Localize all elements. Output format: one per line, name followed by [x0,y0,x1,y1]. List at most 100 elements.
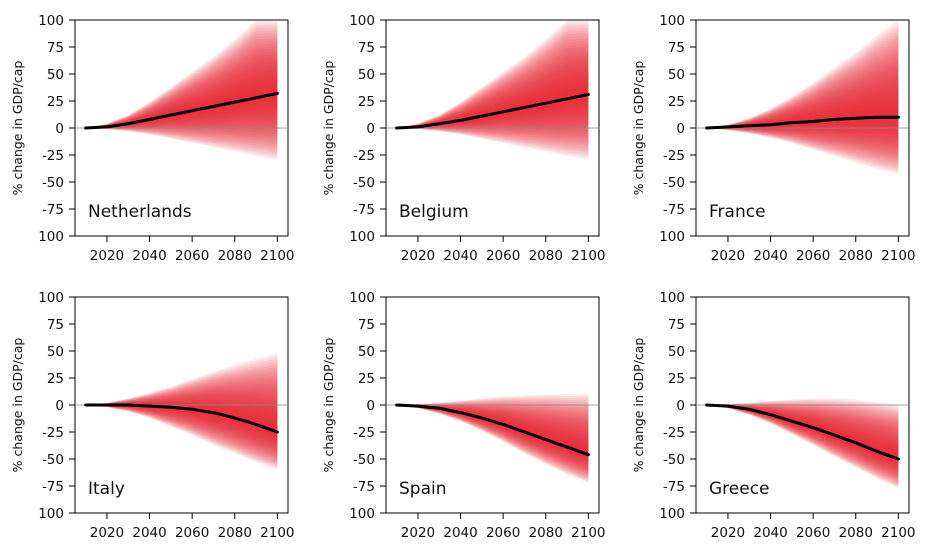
fan-band-7 [706,40,899,163]
fan-band-7 [85,35,278,147]
fan-band-22 [85,401,278,442]
fan-band-1 [396,20,589,160]
fan-band-11 [85,381,278,457]
fan-band-5 [706,402,899,484]
fan-band-22 [706,405,899,467]
fan-band-3 [706,26,899,171]
fan-band-16 [85,59,278,128]
fan-band-12 [85,384,278,455]
y-tick-label: 75 [668,40,685,56]
fan-band-26 [85,85,278,128]
fan-band-14 [396,54,589,130]
x-tick-label: 2040 [132,248,166,264]
x-tick-label: 2080 [529,525,563,541]
fan-band-21 [85,72,278,128]
fan-band-8 [706,404,899,481]
fan-band-7 [706,403,899,482]
fan-band-24 [85,403,278,439]
fan-band-5 [85,30,278,151]
fan-band-2 [85,356,278,469]
chart-panel-greece: 100 75 50 25 0 -25 -50 -75 100 2020 2040 2060 2080 21… [621,277,921,545]
chart-panel-italy: 100 75 50 25 0 -25 -50 -75 100 2020 2040 2060 2080 21… [0,277,300,545]
chart-svg: 100 75 50 25 0 -25 -50 -75 100 2020 2040 2060 2080 21… [631,13,916,264]
fan-band-26 [706,106,899,128]
fan-band-6 [706,403,899,483]
fan-band-26 [85,404,278,437]
x-tick-label: 2100 [881,248,915,264]
y-tick-label: 100 [349,13,375,29]
fan-band-9 [396,41,589,141]
fan-band-5 [706,33,899,167]
y-tick-label: 75 [358,317,375,333]
fan-band-24 [706,99,899,128]
fan-band-10 [85,43,278,139]
chart-panel-netherlands: 100 75 50 25 0 -25 -50 -75 100 2020 2040 2060 2080 21… [0,0,300,268]
uncertainty-fan [396,20,589,160]
y-tick-label: 50 [668,67,685,83]
y-tick-label: -50 [353,452,375,468]
fan-band-10 [396,44,589,139]
y-tick-label: -50 [42,452,64,468]
fan-band-27 [706,110,899,128]
fan-band-20 [706,86,899,136]
fan-band-9 [396,404,589,475]
y-tick-label: 100 [38,506,64,522]
fan-band-12 [396,49,589,134]
chart-svg: 100 75 50 25 0 -25 -50 -75 100 2020 2040 2060 2080 21… [10,290,295,541]
fan-band-23 [706,405,899,466]
y-axis-label: % change in GDP/cap [631,61,646,196]
median-line [395,403,590,457]
y-tick-label: 0 [366,398,375,414]
y-tick-label: -75 [353,479,375,495]
fan-band-14 [706,65,899,148]
median-line [705,115,900,130]
y-tick-label: 100 [38,229,64,245]
fan-band-23 [396,405,589,461]
chart-panel-belgium: 100 75 50 25 0 -25 -50 -75 100 2020 2040 2060 2080 21… [311,0,611,268]
x-tick-label: 2100 [881,525,915,541]
y-tick-label: 0 [55,121,64,137]
fan-band-21 [706,89,899,134]
fan-band-9 [706,47,899,159]
x-tick-label: 2060 [486,525,520,541]
fan-band-16 [396,405,589,468]
y-tick-label: -25 [353,148,375,164]
x-tick-label: 2100 [571,525,605,541]
fan-band-7 [396,402,589,477]
fan-band-6 [85,367,278,464]
country-name: Spain [399,479,447,499]
fan-band-26 [396,86,589,128]
chart-svg: 100 75 50 25 0 -25 -50 -75 100 2020 2040 2060 2080 21… [321,13,606,264]
fan-band-23 [85,402,278,441]
y-tick-label: -75 [42,479,64,495]
fan-band-20 [396,405,589,464]
y-tick-label: 50 [358,67,375,83]
fan-band-2 [706,23,899,173]
fan-band-16 [85,393,278,450]
x-tick-label: 2100 [571,248,605,264]
fan-band-17 [85,62,278,128]
fan-band-15 [396,405,589,469]
fan-band-8 [396,403,589,476]
fan-band-11 [396,404,589,473]
uncertainty-fan [396,394,589,483]
fan-band-6 [396,401,589,478]
fan-band-21 [706,405,899,468]
y-tick-label: 75 [358,40,375,56]
fan-band-16 [396,59,589,128]
y-tick-label: -25 [353,425,375,441]
uncertainty-fan [706,20,899,175]
fan-band-1 [85,20,278,161]
x-tick-label: 2040 [753,525,787,541]
fan-band-10 [396,404,589,474]
y-tick-label: 100 [659,229,685,245]
x-tick-label: 2020 [401,525,435,541]
x-tick-label: 2060 [175,525,209,541]
fan-band-24 [396,81,589,128]
x-tick-label: 2060 [175,248,209,264]
y-tick-label: 100 [349,290,375,306]
fan-band-25 [706,103,899,128]
median-line [84,403,279,434]
fan-band-27 [85,88,278,128]
